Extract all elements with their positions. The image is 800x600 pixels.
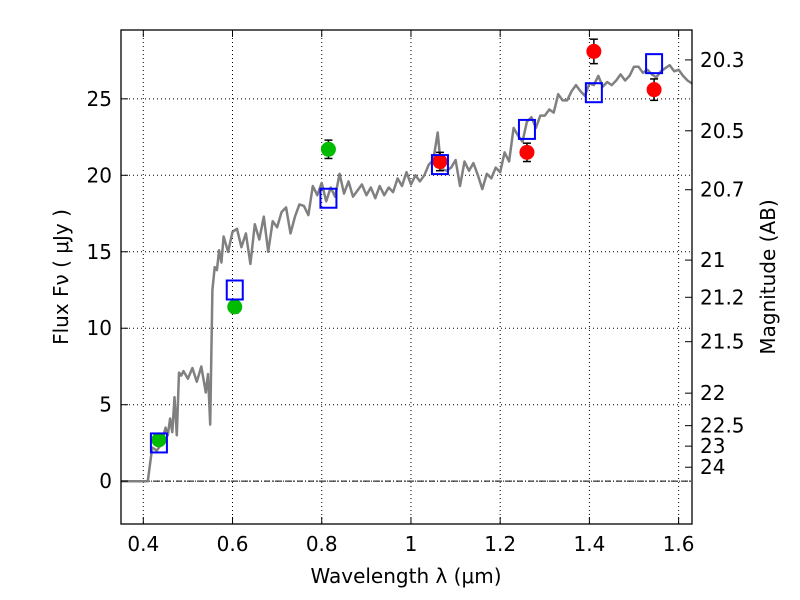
x-tick-label: 0.6 — [217, 532, 249, 556]
model-flux-square — [149, 432, 168, 454]
y-tick-label: 10 — [87, 316, 112, 340]
x-tick-label: 1.2 — [484, 532, 516, 556]
magnitude-tick-label: 22 — [700, 381, 725, 405]
model-flux-square — [225, 279, 244, 301]
observed-flux-point — [320, 141, 336, 157]
y-axis-right-title: Magnitude (AB) — [756, 199, 780, 354]
spectrum-line — [121, 63, 693, 483]
observed-flux-point — [646, 82, 662, 98]
y-tick-label: 25 — [87, 87, 112, 111]
y-tick-label: 20 — [87, 163, 112, 187]
x-tick-label: 1 — [405, 532, 418, 556]
plot-frame — [120, 29, 693, 525]
y-axis-title: Flux Fν ( μJy ) — [49, 209, 73, 345]
x-tick-labels: 0.4 0.6 0.8 1 1.2 1.4 1.6 — [127, 532, 694, 556]
x-tick-label: 0.4 — [127, 532, 159, 556]
observed-flux-point — [586, 43, 602, 59]
y-tick-label: 5 — [99, 393, 112, 417]
x-tick-label: 0.8 — [306, 532, 338, 556]
observed-flux-point — [151, 432, 167, 448]
model-flux-square — [584, 82, 603, 104]
y-tick-label: 0 — [99, 469, 112, 493]
photometry-points — [149, 38, 664, 454]
magnitude-tick-label: 20.7 — [700, 178, 745, 202]
observed-flux-point — [227, 299, 243, 315]
magnitude-tick-label: 20.5 — [700, 119, 745, 143]
magnitude-tick-label: 21.5 — [700, 330, 745, 354]
model-flux-square — [319, 187, 338, 209]
magnitude-tick-label: 24 — [700, 455, 725, 479]
model-flux-square — [645, 53, 664, 75]
model-flux-square — [517, 118, 536, 140]
magnitude-tick-label: 21.2 — [700, 285, 745, 309]
model-flux-square — [430, 154, 449, 176]
y-tick-labels: 0 5 10 15 20 25 — [87, 87, 112, 493]
axis-ticks — [121, 30, 692, 524]
x-tick-label: 1.4 — [573, 532, 605, 556]
magnitude-tick-label: 21 — [700, 248, 725, 272]
observed-flux-point — [432, 154, 448, 170]
x-axis-title: Wavelength λ (μm) — [310, 564, 501, 588]
magnitude-tick-label: 22.5 — [700, 414, 745, 438]
x-tick-label: 1.6 — [663, 532, 695, 556]
model-spectrum — [121, 63, 693, 483]
magnitude-tick-label: 23 — [700, 434, 725, 458]
y-tick-label: 15 — [87, 240, 112, 264]
magnitude-tick-label: 20.3 — [700, 48, 745, 72]
grid-lines — [121, 30, 692, 524]
observed-flux-point — [519, 144, 535, 160]
